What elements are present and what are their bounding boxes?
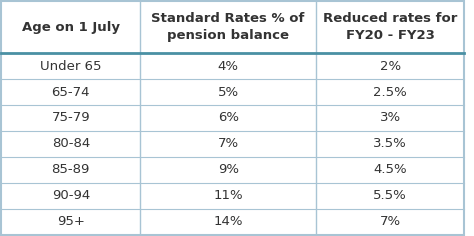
Text: 11%: 11%	[213, 189, 243, 202]
Text: 7%: 7%	[380, 215, 401, 228]
Text: 80-84: 80-84	[52, 137, 90, 150]
Text: 3.5%: 3.5%	[373, 137, 407, 150]
Text: 2%: 2%	[380, 60, 401, 73]
Text: 65-74: 65-74	[52, 86, 90, 99]
Text: Standard Rates % of
pension balance: Standard Rates % of pension balance	[152, 12, 305, 42]
Text: 7%: 7%	[218, 137, 239, 150]
Text: 3%: 3%	[380, 111, 401, 125]
Text: 75-79: 75-79	[52, 111, 90, 125]
Text: 95+: 95+	[57, 215, 85, 228]
Text: 6%: 6%	[218, 111, 239, 125]
Text: 4%: 4%	[218, 60, 239, 73]
Text: 90-94: 90-94	[52, 189, 90, 202]
Text: Age on 1 July: Age on 1 July	[22, 21, 120, 34]
Text: 2.5%: 2.5%	[373, 86, 407, 99]
Text: Under 65: Under 65	[40, 60, 101, 73]
Text: 5.5%: 5.5%	[373, 189, 407, 202]
Text: 5%: 5%	[218, 86, 239, 99]
Text: 4.5%: 4.5%	[374, 163, 407, 176]
Text: 9%: 9%	[218, 163, 239, 176]
Text: Reduced rates for
FY20 - FY23: Reduced rates for FY20 - FY23	[323, 12, 457, 42]
Text: 85-89: 85-89	[52, 163, 90, 176]
Text: 14%: 14%	[213, 215, 243, 228]
